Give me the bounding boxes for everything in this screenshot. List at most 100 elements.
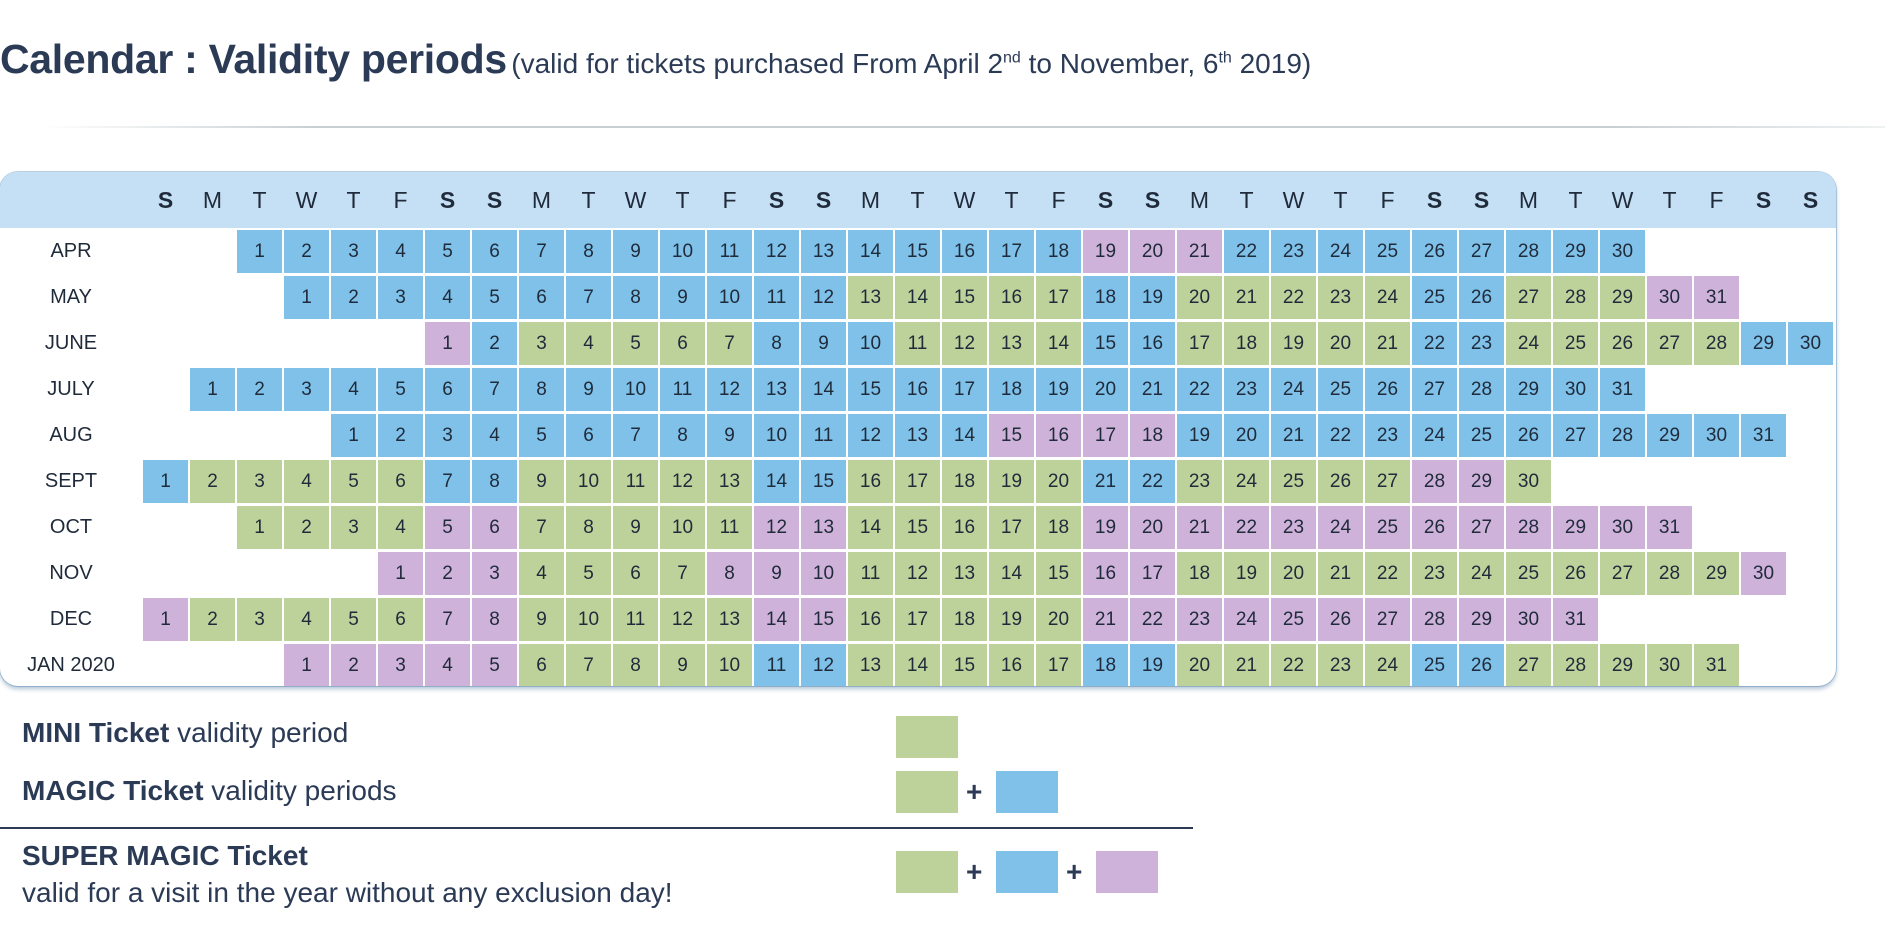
day-cell: 30 [1506, 598, 1551, 641]
legend-super: SUPER MAGIC Ticket [22, 840, 308, 872]
day-cell: 24 [1412, 414, 1457, 457]
day-cell: 1 [190, 368, 235, 411]
legend-magic-swatch-green [896, 771, 958, 813]
day-cell: 29 [1600, 644, 1645, 686]
day-cell: 18 [1130, 414, 1175, 457]
day-cell: 9 [613, 230, 658, 273]
day-cell: 6 [613, 552, 658, 595]
legend-super-name: SUPER MAGIC Ticket [22, 840, 308, 871]
weekday-header-17: W [942, 172, 987, 228]
day-cell: 8 [613, 276, 658, 319]
day-cell: 8 [566, 230, 611, 273]
day-cell: 12 [707, 368, 752, 411]
day-cell: 12 [660, 598, 705, 641]
day-cell: 5 [378, 368, 423, 411]
day-cell: 8 [472, 598, 517, 641]
day-cell: 25 [1271, 598, 1316, 641]
weekday-header-10: W [613, 172, 658, 228]
day-cell: 7 [472, 368, 517, 411]
day-cell: 21 [1177, 230, 1222, 273]
day-cell: 22 [1412, 322, 1457, 365]
day-cell: 12 [801, 644, 846, 686]
day-cell: 14 [895, 644, 940, 686]
day-cell: 1 [425, 322, 470, 365]
day-cell: 28 [1459, 368, 1504, 411]
day-cell: 24 [1365, 644, 1410, 686]
day-cell: 13 [707, 460, 752, 503]
day-cell: 12 [754, 506, 799, 549]
day-cell: 15 [895, 506, 940, 549]
day-cell: 24 [1318, 230, 1363, 273]
page-title: Calendar : Validity periods (valid for t… [0, 36, 1311, 83]
day-cell: 21 [1318, 552, 1363, 595]
day-cell: 16 [942, 230, 987, 273]
day-cell: 26 [1459, 276, 1504, 319]
day-cell: 1 [284, 276, 329, 319]
day-cell: 3 [472, 552, 517, 595]
day-cell: 30 [1741, 552, 1786, 595]
subtitle-part: 2019) [1231, 48, 1312, 79]
day-cell: 16 [989, 276, 1034, 319]
day-cell: 14 [942, 414, 987, 457]
day-cell: 20 [1177, 644, 1222, 686]
day-cell: 29 [1694, 552, 1739, 595]
day-cell: 6 [660, 322, 705, 365]
day-cell: 26 [1553, 552, 1598, 595]
day-cell: 17 [1177, 322, 1222, 365]
day-cell: 2 [378, 414, 423, 457]
day-cell: 26 [1600, 322, 1645, 365]
day-cell: 5 [472, 276, 517, 319]
subtitle-sup: nd [1003, 49, 1021, 67]
day-cell: 11 [707, 506, 752, 549]
day-cell: 23 [1365, 414, 1410, 457]
day-cell: 27 [1412, 368, 1457, 411]
day-cell: 11 [754, 276, 799, 319]
day-cell: 25 [1271, 460, 1316, 503]
day-cell: 22 [1224, 230, 1269, 273]
day-cell: 1 [284, 644, 329, 686]
day-cell: 18 [1083, 644, 1128, 686]
month-label: JULY [47, 378, 95, 400]
day-cell: 19 [1130, 644, 1175, 686]
day-cell: 16 [895, 368, 940, 411]
day-cell: 21 [1224, 276, 1269, 319]
day-cell: 29 [1553, 506, 1598, 549]
weekday-header-19: F [1036, 172, 1081, 228]
day-cell: 20 [1130, 230, 1175, 273]
day-cell: 21 [1271, 414, 1316, 457]
day-cell: 29 [1459, 460, 1504, 503]
day-cell: 6 [472, 506, 517, 549]
day-cell: 13 [707, 598, 752, 641]
day-cell: 3 [519, 322, 564, 365]
day-cell: 1 [331, 414, 376, 457]
day-cell: 3 [331, 506, 376, 549]
month-label: JUNE [44, 332, 98, 354]
day-cell: 27 [1506, 644, 1551, 686]
day-cell: 11 [848, 552, 893, 595]
day-cell: 10 [660, 230, 705, 273]
day-cell: 27 [1365, 598, 1410, 641]
weekday-header-23: T [1224, 172, 1269, 228]
weekday-header-31: W [1600, 172, 1645, 228]
weekday-header-6: S [425, 172, 470, 228]
day-cell: 7 [613, 414, 658, 457]
day-cell: 11 [613, 598, 658, 641]
day-cell: 12 [848, 414, 893, 457]
day-cell: 24 [1318, 506, 1363, 549]
day-cell: 9 [754, 552, 799, 595]
weekday-header-2: T [237, 172, 282, 228]
day-cell: 7 [566, 276, 611, 319]
day-cell: 26 [1365, 368, 1410, 411]
day-cell: 10 [613, 368, 658, 411]
day-cell: 5 [519, 414, 564, 457]
day-cell: 7 [425, 460, 470, 503]
day-cell: 20 [1224, 414, 1269, 457]
day-cell: 1 [237, 506, 282, 549]
title-divider [40, 126, 1885, 128]
day-cell: 12 [895, 552, 940, 595]
day-cell: 22 [1130, 598, 1175, 641]
day-cell: 28 [1412, 460, 1457, 503]
day-cell: 4 [284, 598, 329, 641]
day-cell: 24 [1365, 276, 1410, 319]
day-cell: 28 [1647, 552, 1692, 595]
